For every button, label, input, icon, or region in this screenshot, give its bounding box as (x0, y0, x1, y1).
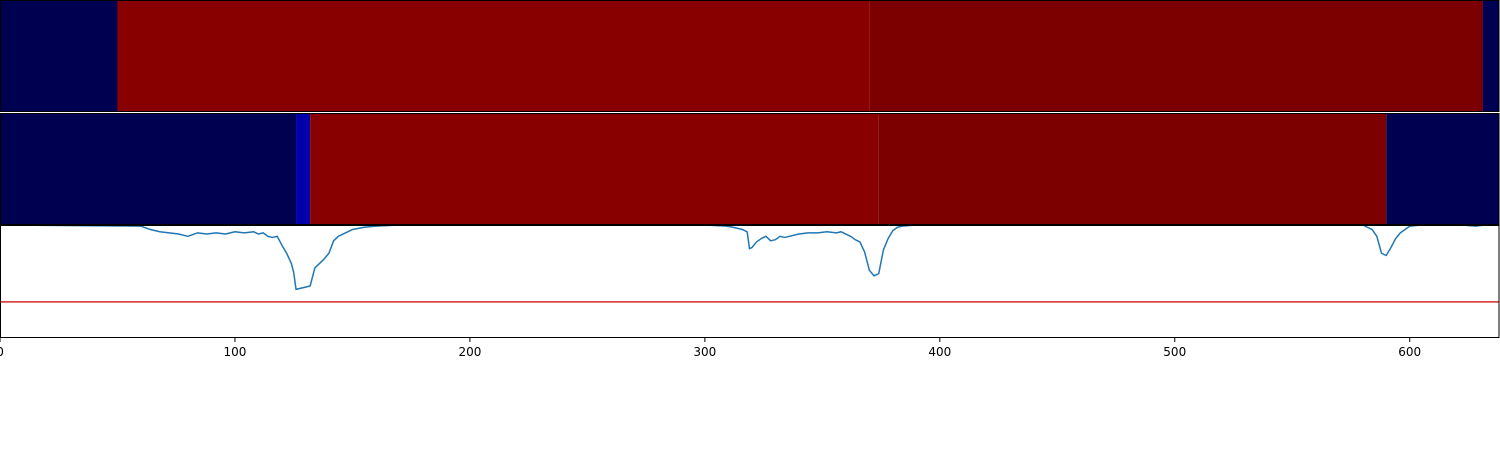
heatmap-row-2 (0, 113, 1499, 225)
heatmap-cell-r1-2 (117, 0, 870, 112)
heatmap-row-2-frame (0, 113, 1500, 225)
x-tick-label-400: 400 (928, 345, 951, 359)
x-axis: 0 100 200 300 400 500 600 (0, 338, 1421, 359)
heatmap-cell-r1-4 (1482, 0, 1499, 112)
plot-frames (0, 0, 1500, 338)
x-tick-label-300: 300 (693, 345, 716, 359)
line-panel-frame (0, 225, 1500, 338)
series-line-1 (0, 224, 1499, 291)
heatmap-cell-r2-1 (0, 113, 297, 225)
heatmap-cell-r1-3 (869, 0, 1483, 112)
x-tick-label-0: 0 (0, 345, 4, 359)
heatmap-row-1 (0, 0, 1499, 112)
heatmap-cell-r2-2 (296, 113, 311, 225)
heatmap-cell-r2-4 (878, 113, 1387, 225)
heatmap-cell-r2-5 (1386, 113, 1499, 225)
heatmap-layer (0, 0, 1499, 225)
x-tick-label-600: 600 (1398, 345, 1421, 359)
x-tick-label-200: 200 (458, 345, 481, 359)
heatmap-row-1-frame (0, 0, 1500, 112)
line-panel (0, 224, 1499, 303)
heatmap-cell-r1-1 (0, 0, 118, 112)
x-tick-label-500: 500 (1163, 345, 1186, 359)
x-tick-label-100: 100 (223, 345, 246, 359)
heatmap-cell-r2-3 (310, 113, 879, 225)
